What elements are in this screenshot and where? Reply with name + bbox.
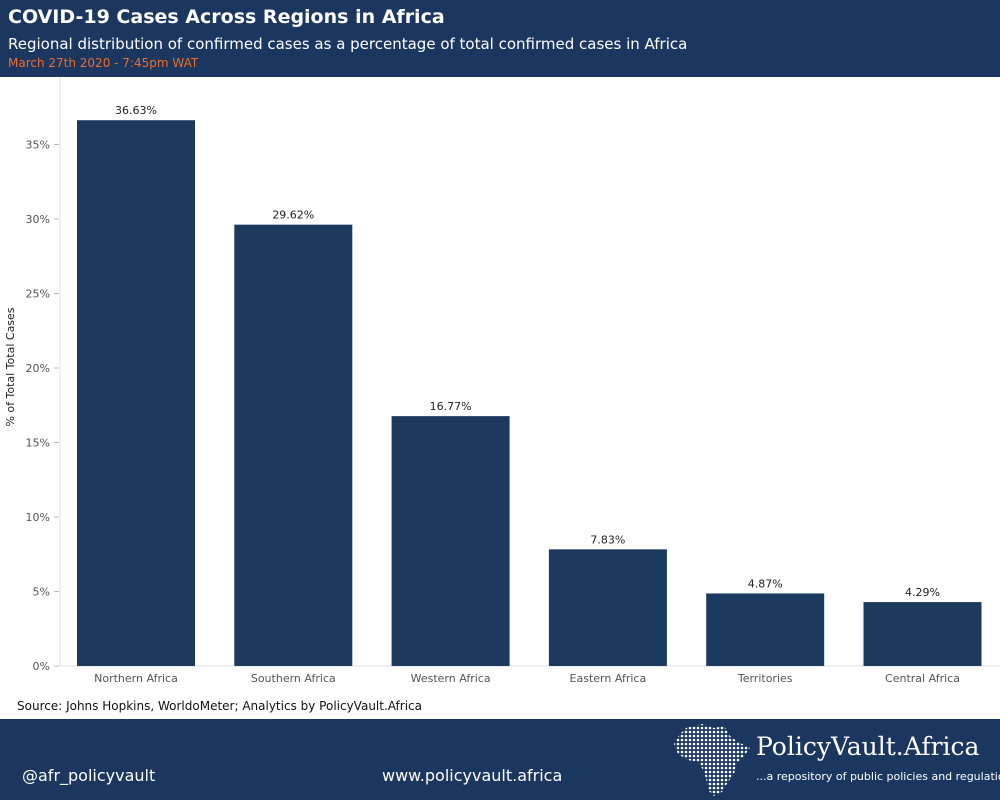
x-tick-label: Southern Africa: [251, 672, 336, 685]
bar-value-label: 16.77%: [430, 400, 472, 413]
website-link[interactable]: www.policyvault.africa: [382, 766, 563, 785]
x-tick-label: Western Africa: [411, 672, 491, 685]
bar: [391, 416, 510, 666]
source-note: Source: Johns Hopkins, WorldoMeter; Anal…: [17, 699, 422, 713]
bar-value-label: 4.87%: [748, 577, 783, 590]
x-tick-label: Eastern Africa: [570, 672, 647, 685]
bar-value-label: 29.62%: [272, 209, 314, 222]
twitter-handle[interactable]: @afr_policyvault: [22, 766, 156, 785]
bar: [706, 593, 825, 666]
y-tick-label: 25%: [26, 288, 50, 301]
bar-value-label: 4.29%: [905, 586, 940, 599]
y-tick-label: 0%: [33, 660, 50, 673]
chart-title: COVID-19 Cases Across Regions in Africa: [8, 6, 445, 28]
bar: [863, 602, 982, 666]
x-tick-label: Northern Africa: [94, 672, 178, 685]
bar-value-label: 7.83%: [590, 533, 625, 546]
footer: @afr_policyvault www.policyvault.africa …: [0, 719, 1000, 800]
bar-chart: % of Total Total Cases 0% 5% 10% 15% 20% 25% 30…: [4, 77, 1000, 685]
y-axis-label: % of Total Total Cases: [4, 307, 17, 426]
bar: [234, 224, 353, 667]
x-tick-label: Territories: [737, 672, 793, 685]
timestamp: March 27th 2020 - 7:45pm WAT: [8, 56, 199, 70]
bar: [548, 549, 667, 666]
africa-map-icon: [674, 724, 750, 796]
y-tick-label: 20%: [26, 362, 50, 375]
chart-subtitle: Regional distribution of confirmed cases…: [8, 35, 688, 53]
bar-value-label: 36.63%: [115, 104, 157, 117]
y-tick-label: 5%: [33, 586, 50, 599]
brand-name: PolicyVault.Africa: [756, 732, 980, 761]
x-tick-label: Central Africa: [885, 672, 960, 685]
y-tick-label: 35%: [26, 139, 50, 152]
y-tick-label: 30%: [26, 213, 50, 226]
y-tick-label: 15%: [26, 437, 50, 450]
chart-header: COVID-19 Cases Across Regions in Africa …: [0, 0, 1000, 77]
brand-tagline: ...a repository of public policies and r…: [756, 770, 1000, 783]
bar: [77, 120, 195, 666]
y-tick-label: 10%: [26, 511, 50, 524]
